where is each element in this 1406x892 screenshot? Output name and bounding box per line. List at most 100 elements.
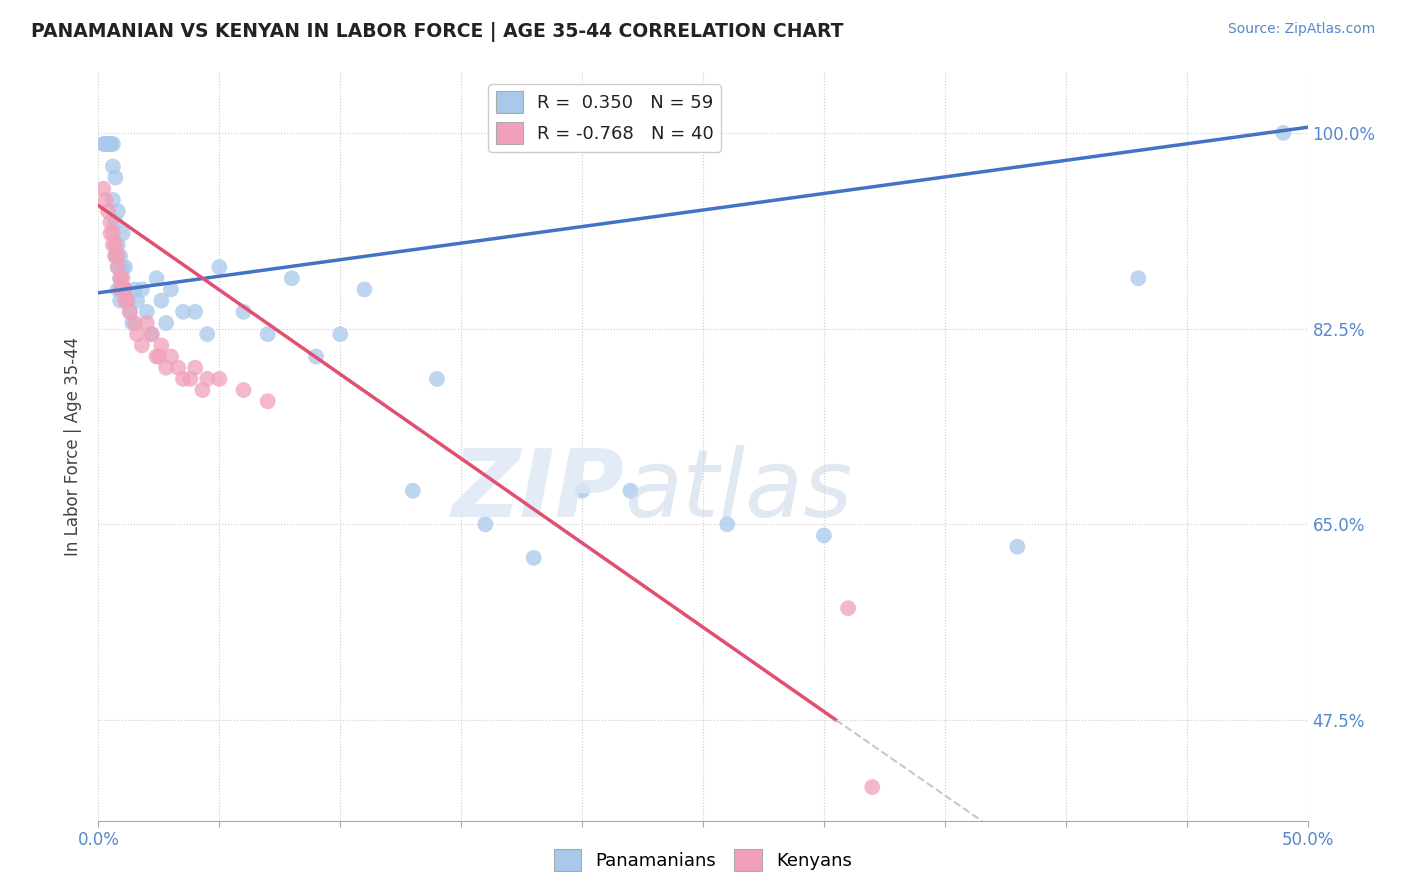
Point	[124, 282, 146, 296]
Point	[101, 136, 124, 151]
Point	[837, 601, 859, 615]
Point	[121, 316, 143, 330]
Point	[135, 316, 157, 330]
Point	[101, 193, 124, 207]
Point	[118, 305, 141, 319]
Point	[281, 271, 304, 285]
Point	[619, 483, 641, 498]
Point	[117, 293, 139, 308]
Point	[107, 204, 129, 219]
Point	[107, 260, 129, 274]
Point	[104, 249, 127, 263]
Point	[111, 282, 134, 296]
Point	[716, 517, 738, 532]
Point	[145, 271, 167, 285]
Point	[474, 517, 496, 532]
Point	[91, 136, 114, 151]
Point	[353, 282, 375, 296]
Point	[111, 282, 134, 296]
Point	[148, 350, 170, 364]
Point	[108, 249, 131, 263]
Point	[232, 383, 254, 397]
Point	[108, 293, 131, 308]
Point	[124, 316, 146, 330]
Point	[1007, 540, 1029, 554]
Point	[114, 293, 136, 308]
Point	[131, 338, 153, 352]
Point	[114, 260, 136, 274]
Point	[118, 305, 141, 319]
Point	[1272, 126, 1295, 140]
Point	[94, 136, 117, 151]
Point	[256, 327, 278, 342]
Point	[108, 271, 131, 285]
Point	[155, 316, 177, 330]
Point	[1128, 271, 1150, 285]
Point	[104, 249, 127, 263]
Point	[172, 372, 194, 386]
Point	[97, 136, 120, 151]
Point	[111, 227, 134, 241]
Point	[813, 528, 835, 542]
Point	[104, 237, 127, 252]
Point	[160, 350, 183, 364]
Point	[329, 327, 352, 342]
Point	[191, 383, 214, 397]
Point	[150, 293, 173, 308]
Point	[160, 282, 183, 296]
Point	[107, 282, 129, 296]
Point	[107, 249, 129, 263]
Point	[127, 327, 149, 342]
Text: ZIP: ZIP	[451, 445, 624, 537]
Text: atlas: atlas	[624, 445, 852, 536]
Point	[305, 350, 328, 364]
Point	[141, 327, 163, 342]
Point	[94, 193, 117, 207]
Point	[195, 372, 218, 386]
Point	[104, 170, 127, 185]
Point	[114, 282, 136, 296]
Legend: Panamanians, Kenyans: Panamanians, Kenyans	[547, 842, 859, 879]
Legend: R =  0.350   N = 59, R = -0.768   N = 40: R = 0.350 N = 59, R = -0.768 N = 40	[488, 84, 721, 152]
Point	[111, 271, 134, 285]
Point	[108, 271, 131, 285]
Text: PANAMANIAN VS KENYAN IN LABOR FORCE | AGE 35-44 CORRELATION CHART: PANAMANIAN VS KENYAN IN LABOR FORCE | AG…	[31, 22, 844, 42]
Point	[184, 360, 207, 375]
Point	[195, 327, 218, 342]
Point	[135, 305, 157, 319]
Point	[117, 293, 139, 308]
Point	[150, 338, 173, 352]
Point	[256, 394, 278, 409]
Point	[91, 182, 114, 196]
Point	[571, 483, 593, 498]
Y-axis label: In Labor Force | Age 35-44: In Labor Force | Age 35-44	[65, 336, 83, 556]
Point	[860, 780, 883, 794]
Point	[172, 305, 194, 319]
Point	[232, 305, 254, 319]
Point	[97, 204, 120, 219]
Point	[523, 550, 546, 565]
Point	[127, 293, 149, 308]
Point	[111, 260, 134, 274]
Point	[155, 360, 177, 375]
Point	[100, 136, 122, 151]
Point	[100, 136, 122, 151]
Point	[141, 327, 163, 342]
Point	[101, 160, 124, 174]
Point	[167, 360, 190, 375]
Point	[107, 260, 129, 274]
Point	[426, 372, 449, 386]
Point	[108, 282, 131, 296]
Point	[100, 215, 122, 229]
Point	[107, 237, 129, 252]
Point	[208, 372, 231, 386]
Point	[100, 227, 122, 241]
Point	[101, 227, 124, 241]
Point	[179, 372, 201, 386]
Text: Source: ZipAtlas.com: Source: ZipAtlas.com	[1227, 22, 1375, 37]
Point	[101, 237, 124, 252]
Point	[402, 483, 425, 498]
Point	[145, 350, 167, 364]
Point	[97, 136, 120, 151]
Point	[131, 282, 153, 296]
